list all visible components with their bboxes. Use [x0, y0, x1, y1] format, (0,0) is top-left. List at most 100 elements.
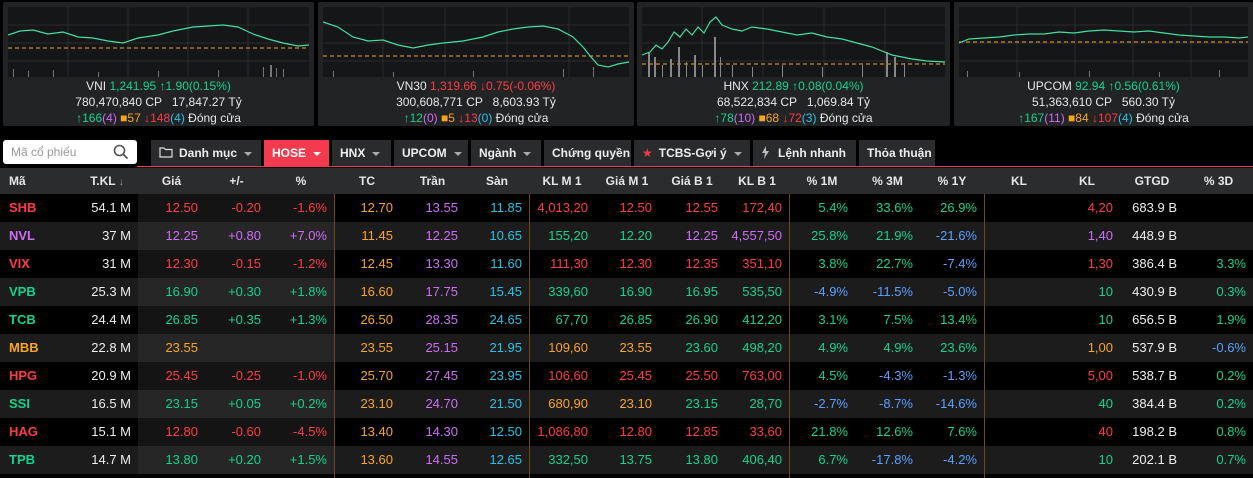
- table-row[interactable]: TPB 14.7 M 13.80 +0.20 +1.5% 13.60 14.55 12.65 3…: [0, 446, 1253, 474]
- symbol-search-input[interactable]: [11, 143, 111, 161]
- cell-sym[interactable]: SSI: [9, 396, 30, 411]
- cell-klm1: 111,30: [550, 256, 588, 271]
- tab-lenh-nhanh[interactable]: Lệnh nhanh: [753, 140, 856, 166]
- cell-chg: +0.80: [205, 222, 268, 250]
- col-header-total-volume[interactable]: T.KL ↓: [76, 168, 138, 194]
- up-arrow-icon: ↑: [403, 111, 410, 125]
- cell-giab1: 12.55: [685, 200, 718, 215]
- col-header-ask-volume-1[interactable]: KL B 1: [738, 174, 776, 188]
- tab-chung-quyen[interactable]: Chứng quyền: [544, 140, 631, 166]
- tab-tcbs-goi-y[interactable]: ★ TCBS-Gợi ý: [634, 140, 750, 166]
- tab-danh-muc[interactable]: Danh mục: [151, 140, 261, 166]
- col-header-reference[interactable]: TC: [359, 174, 375, 188]
- index-card-vn30[interactable]: VN30 1,319.66 ↓0.75(-0.06%) 300,608,771 …: [318, 2, 634, 126]
- table-row[interactable]: SHB 54.1 M 12.50 -0.20 -1.6% 12.70 13.55 11.85 4…: [0, 194, 1253, 222]
- tab-label: HNX: [340, 146, 366, 160]
- tab-hose[interactable]: HOSE: [264, 140, 329, 166]
- tab-upcom[interactable]: UPCOM: [394, 140, 468, 166]
- cell-y1: 26.9%: [940, 200, 977, 215]
- cell-kl2: 40: [1098, 396, 1113, 411]
- col-header-1m[interactable]: % 1M: [806, 174, 838, 188]
- table-row[interactable]: VPB 25.3 M 16.90 +0.30 +1.8% 16.60 17.75 15.45 3…: [0, 278, 1253, 306]
- table-row[interactable]: NVL 37 M 12.25 +0.80 +7.0% 11.45 12.25 10.65 155…: [0, 222, 1253, 250]
- col-header-trade-value[interactable]: GTGD: [1134, 174, 1170, 188]
- tab-label: Danh mục: [179, 146, 238, 160]
- index-value: 1,319.66: [429, 79, 477, 93]
- col-header-price[interactable]: Giá: [161, 174, 182, 188]
- cell-sym[interactable]: HPG: [9, 368, 38, 383]
- table-row[interactable]: VIX 31 M 12.30 -0.15 -1.2% 12.45 13.30 11.60 111…: [0, 250, 1253, 278]
- search-icon[interactable]: [113, 144, 129, 160]
- cell-sym[interactable]: NVL: [9, 228, 35, 243]
- table-row[interactable]: MBB 22.8 M 23.55 23.55 25.15 21.95 109,60 23.55…: [0, 334, 1253, 362]
- index-value: 212.89: [752, 79, 789, 93]
- unchanged-count: 84: [1075, 111, 1089, 125]
- col-header-ask-price-1[interactable]: Giá B 1: [671, 174, 713, 188]
- tab-thoa-thuan[interactable]: Thỏa thuận: [859, 140, 935, 166]
- cell-giam1: 25.45: [619, 368, 652, 383]
- cell-m1: 5.4%: [818, 200, 848, 215]
- col-header-kl-2[interactable]: KL: [1079, 174, 1095, 188]
- cell-sym[interactable]: VPB: [9, 284, 36, 299]
- table-row[interactable]: TCB 24.4 M 26.85 +0.35 +1.3% 26.50 28.35 24.65 6…: [0, 306, 1253, 334]
- index-card-upcom[interactable]: UPCOM 92.94 ↑0.56(0.61%) 51,363,610 CP 5…: [954, 2, 1253, 126]
- tab-hnx[interactable]: HNX: [332, 140, 391, 166]
- index-card-vni[interactable]: VNI 1,241.95 ↑1.90(0.15%) 780,470,840 CP…: [3, 2, 314, 126]
- cell-klb1: 498,20: [742, 340, 782, 355]
- chevron-down-icon: [372, 151, 381, 156]
- cell-san: 23.95: [489, 368, 522, 383]
- col-header-kl-1[interactable]: KL: [1011, 174, 1027, 188]
- cell-y1: -5.0%: [943, 284, 977, 299]
- intraday-chart: [642, 7, 945, 77]
- cell-klm1: 339,60: [548, 284, 588, 299]
- col-header-3m[interactable]: % 3M: [872, 174, 903, 188]
- cell-tc: 11.45: [361, 228, 393, 243]
- index-card-hnx[interactable]: HNX 212.89 ↑0.08(0.04%) 68,522,834 CP 1,…: [637, 2, 950, 126]
- tab-nganh[interactable]: Ngành: [471, 140, 541, 166]
- index-amount: 17,847.27: [171, 95, 226, 109]
- col-header-floor[interactable]: Sàn: [485, 174, 508, 188]
- cell-m1: 3.8%: [818, 256, 848, 271]
- advance-count: 12: [409, 111, 423, 125]
- cell-kl2: 1,40: [1087, 228, 1113, 243]
- column-divider: [984, 194, 985, 478]
- cell-m3: 22.7%: [876, 256, 913, 271]
- table-row[interactable]: SSI 16.5 M 23.15 +0.05 +0.2% 23.10 24.70 21.50 6…: [0, 390, 1253, 418]
- col-header-3d[interactable]: % 3D: [1203, 174, 1234, 188]
- index-name: UPCOM: [1027, 79, 1072, 93]
- cell-san: 10.65: [489, 228, 522, 243]
- decline-count: 148: [150, 111, 171, 125]
- symbol-search[interactable]: [3, 140, 137, 164]
- cell-sym[interactable]: MBB: [9, 340, 39, 355]
- col-header-1y[interactable]: % 1Y: [937, 174, 967, 188]
- cell-klm1: 106,60: [548, 368, 588, 383]
- cell-pct: +7.0%: [268, 222, 334, 250]
- cell-sym[interactable]: TPB: [9, 452, 35, 467]
- col-header-symbol[interactable]: Mã: [9, 174, 26, 188]
- cell-y1: -1.3%: [943, 368, 977, 383]
- cell-san: 12.65: [489, 452, 522, 467]
- cell-price: 12.30: [138, 250, 205, 278]
- cell-sym[interactable]: SHB: [9, 200, 37, 215]
- cell-klb1: 4,557,50: [731, 228, 782, 243]
- col-header-ceiling[interactable]: Trần: [419, 174, 446, 188]
- cell-sym[interactable]: VIX: [9, 256, 30, 271]
- cell-tkl: 14.7 M: [91, 452, 131, 467]
- cell-kl2: 10: [1098, 452, 1113, 467]
- table-row[interactable]: HPG 20.9 M 25.45 -0.25 -1.0% 25.70 27.45 23.95 1…: [0, 362, 1253, 390]
- col-header-percent[interactable]: %: [295, 174, 307, 188]
- index-summary: UPCOM 92.94 ↑0.56(0.61%) 51,363,610 CP 5…: [1018, 79, 1189, 125]
- cell-pct: -4.5%: [268, 418, 334, 446]
- cell-sym[interactable]: TCB: [9, 312, 36, 327]
- col-header-bid-volume-1[interactable]: KL M 1: [542, 174, 582, 188]
- market-status: Đóng cửa: [819, 111, 873, 125]
- advance-count: 166: [82, 111, 103, 125]
- cell-sym[interactable]: HAG: [9, 424, 38, 439]
- cell-gtgd: 202.1 B: [1132, 452, 1177, 467]
- ceiling-count: 11: [1048, 111, 1061, 125]
- col-header-change[interactable]: +/-: [229, 174, 244, 188]
- table-row[interactable]: HAG 15.1 M 12.80 -0.60 -4.5% 13.40 14.30 12.50 1…: [0, 418, 1253, 446]
- index-amount-unit: Tỷ: [1161, 95, 1176, 109]
- col-header-bid-price-1[interactable]: Giá M 1: [605, 174, 649, 188]
- cell-y1: -21.6%: [935, 228, 977, 243]
